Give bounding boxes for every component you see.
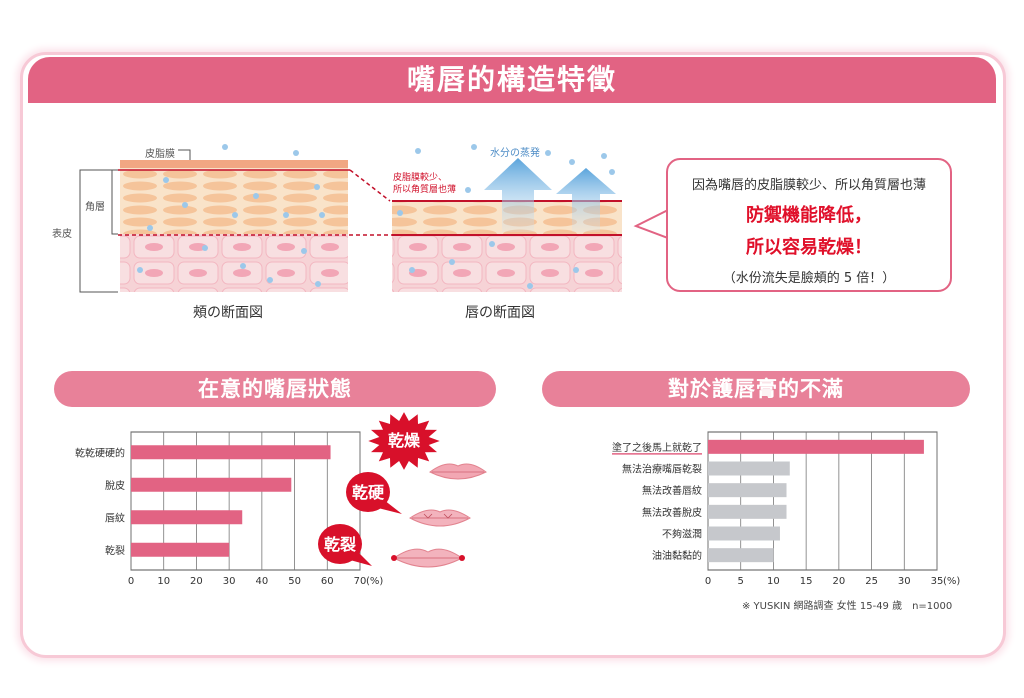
category-label: 油油黏黏的 (652, 549, 702, 562)
tick-label: 30 (223, 576, 236, 587)
bar (708, 483, 787, 498)
tick-label: 15 (800, 576, 813, 587)
tick-label: 40 (255, 576, 268, 587)
tick-label: 10 (157, 576, 170, 587)
tick-label: 20 (190, 576, 203, 587)
bar (708, 526, 780, 541)
category-label: 脫皮 (105, 479, 125, 492)
tick-label: 50 (288, 576, 301, 587)
category-label: 無法治療嘴唇乾裂 (622, 463, 702, 476)
caption-cheek: 頰の断面図 (193, 305, 263, 321)
label-less-sebum: 皮脂膜較少、 所以角質層也薄 (393, 173, 457, 195)
tick-label: 0 (705, 576, 711, 587)
tick-label: 10 (767, 576, 780, 587)
category-label: 唇紋 (105, 511, 125, 524)
bar (708, 548, 774, 563)
page-title: 嘴唇的構造特徵 (28, 57, 996, 103)
category-label: 無法改善唇紋 (642, 484, 702, 497)
category-label: 無法改善脫皮 (642, 506, 702, 519)
survey-footnote: ※ YUSKIN 網路調查 女性 15-49 歲 n=1000 (742, 601, 953, 612)
explanation-bubble: 因為嘴唇的皮脂膜較少、所以角質層也薄 防禦機能降低， 所以容易乾燥！ （水份流失… (666, 158, 952, 292)
category-label: 乾乾硬硬的 (75, 446, 125, 459)
bar (131, 510, 243, 525)
tick-label: 5 (738, 576, 744, 587)
category-label: 塗了之後馬上就乾了 (612, 441, 702, 454)
category-label: 乾裂 (105, 544, 125, 557)
unit-label: (%) (366, 576, 383, 587)
bar (131, 445, 331, 460)
label-stratum: 角層 (85, 202, 105, 213)
label-evaporation: 水分の蒸発 (490, 148, 540, 159)
section-title-lip-balm-complaints: 對於護唇膏的不滿 (542, 371, 970, 407)
bar (708, 439, 924, 454)
caption-lip: 唇の断面図 (465, 305, 535, 321)
bar (708, 461, 790, 476)
bar (131, 477, 292, 492)
tick-label: 0 (128, 576, 134, 587)
tick-label: 20 (832, 576, 845, 587)
unit-label: (%) (943, 576, 960, 587)
tick-label: 30 (898, 576, 911, 587)
label-epidermis: 表皮 (52, 229, 72, 240)
bar (708, 504, 787, 519)
bar (131, 542, 230, 557)
tick-label: 70 (354, 576, 367, 587)
label-sebum: 皮脂膜 (145, 149, 175, 160)
tick-label: 25 (865, 576, 878, 587)
section-title-lip-concerns: 在意的嘴唇狀態 (54, 371, 496, 407)
tick-label: 60 (321, 576, 334, 587)
category-label: 不夠滋潤 (662, 528, 702, 541)
tick-label: 35 (931, 576, 944, 587)
